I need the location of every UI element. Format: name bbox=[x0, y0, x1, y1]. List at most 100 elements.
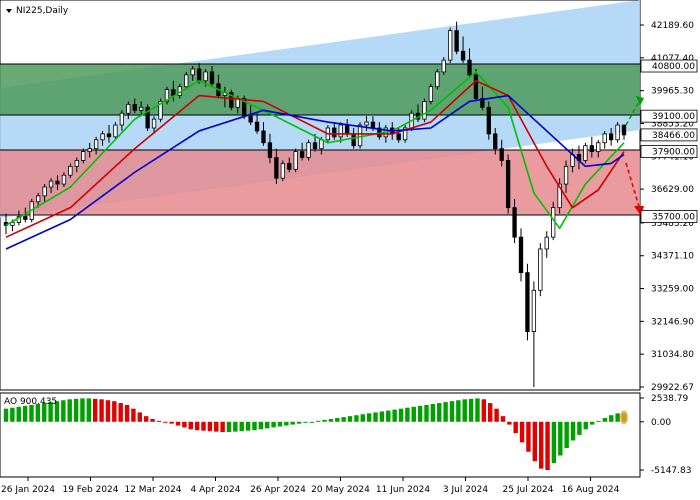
candle-body bbox=[364, 121, 369, 126]
ao-bar bbox=[194, 421, 200, 431]
candle-body bbox=[583, 145, 588, 161]
candle-body bbox=[106, 133, 112, 138]
ao-bar bbox=[589, 421, 595, 425]
current-price-tag-bg bbox=[640, 128, 698, 142]
ao-bar bbox=[163, 421, 168, 423]
candle-body bbox=[48, 180, 54, 188]
candle-body bbox=[293, 151, 298, 170]
title-dropdown-icon[interactable] bbox=[6, 9, 12, 13]
candle-body bbox=[332, 127, 337, 138]
candle-body bbox=[126, 103, 131, 114]
ao-last-marker bbox=[620, 410, 628, 425]
candle-body bbox=[621, 124, 627, 136]
ao-bar bbox=[22, 405, 28, 422]
ao-tick-label: 0.00 bbox=[651, 418, 671, 428]
ao-bar bbox=[328, 418, 334, 422]
ao-bar bbox=[615, 413, 620, 422]
ao-bar bbox=[42, 403, 47, 422]
level-tag-bg bbox=[640, 145, 698, 158]
ao-bar bbox=[341, 417, 346, 422]
candle-body bbox=[473, 74, 479, 99]
candle-body bbox=[145, 106, 150, 129]
moving-average-line bbox=[5, 79, 625, 238]
ao-bar bbox=[583, 421, 588, 430]
ao-bar bbox=[265, 421, 270, 429]
candle-body bbox=[81, 151, 86, 161]
candle-body bbox=[158, 101, 163, 120]
ao-bar bbox=[10, 407, 15, 422]
ao-bar bbox=[526, 421, 531, 452]
ao-bar bbox=[538, 421, 544, 469]
candle-body bbox=[93, 139, 99, 150]
ao-bar bbox=[570, 421, 576, 441]
candle-body bbox=[531, 289, 537, 333]
candle-body bbox=[274, 157, 279, 179]
ao-bar bbox=[602, 418, 608, 422]
ao-bar bbox=[201, 421, 206, 431]
price-tick-label: 31034.80 bbox=[651, 350, 694, 360]
ao-bar bbox=[309, 421, 315, 423]
ao-bar bbox=[188, 421, 193, 430]
candle-body bbox=[312, 142, 318, 150]
candle-body bbox=[596, 142, 601, 152]
ao-label: AO 900.435 bbox=[4, 397, 57, 407]
level-tag: 39100.00 bbox=[652, 112, 695, 122]
price-tick-label: 29922.67 bbox=[651, 383, 694, 393]
ao-bar bbox=[443, 402, 448, 422]
level-lines bbox=[0, 63, 640, 216]
candle-body bbox=[68, 165, 73, 176]
ao-bar bbox=[500, 416, 506, 422]
candle-body bbox=[280, 162, 285, 179]
ao-bar bbox=[207, 421, 213, 432]
candle-body bbox=[345, 124, 350, 135]
ao-bar bbox=[335, 418, 340, 422]
ao-bar bbox=[175, 421, 181, 426]
ao-bar bbox=[92, 398, 98, 422]
moving-average-lines bbox=[5, 71, 625, 250]
candle-body bbox=[563, 165, 569, 185]
ao-bar bbox=[67, 399, 72, 422]
candle-body bbox=[370, 121, 376, 129]
price-tick-label: 39965.30 bbox=[651, 87, 694, 97]
candle-body bbox=[267, 142, 273, 158]
ao-bar bbox=[475, 398, 480, 422]
candle-body bbox=[139, 106, 144, 111]
ao-bar bbox=[284, 421, 289, 426]
candle-body bbox=[467, 59, 472, 76]
ao-bar bbox=[558, 421, 563, 456]
candle-body bbox=[493, 133, 498, 150]
ao-bar bbox=[296, 421, 302, 424]
ao-bar bbox=[233, 421, 238, 432]
price-axis: 42189.6041077.4039965.3038853.2037741.10… bbox=[640, 21, 694, 393]
moving-average-line bbox=[5, 71, 625, 230]
candle-body bbox=[151, 118, 157, 129]
ao-bar bbox=[61, 400, 66, 422]
ao-bar bbox=[290, 421, 295, 425]
candle-body bbox=[422, 101, 427, 120]
candle-body bbox=[113, 124, 118, 138]
date-tick-label: 20 May 2024 bbox=[311, 485, 370, 495]
current-price-tag: 38466.00 bbox=[652, 131, 695, 141]
ao-bar bbox=[143, 416, 149, 422]
candle-body bbox=[132, 103, 137, 111]
candle-body bbox=[525, 272, 530, 333]
ao-bar bbox=[124, 404, 130, 422]
candle-body bbox=[209, 71, 215, 85]
chart-title: NI225,Daily bbox=[16, 6, 69, 16]
candle-body bbox=[319, 139, 324, 150]
candle-body bbox=[589, 145, 594, 152]
ao-bar bbox=[437, 403, 442, 422]
candle-body bbox=[23, 216, 28, 220]
date-tick-label: 4 Apr 2024 bbox=[191, 485, 241, 495]
ao-bar bbox=[48, 402, 53, 422]
price-tick-label: 34371.10 bbox=[651, 252, 694, 262]
ao-bar bbox=[277, 421, 283, 427]
candle-body bbox=[602, 133, 607, 144]
ao-bar bbox=[169, 421, 174, 424]
date-axis: 26 Jan 2024 19 Feb 2024 12 Mar 2024 4 Apr 2… bbox=[1, 477, 620, 495]
ao-bar bbox=[86, 398, 92, 422]
green-zone bbox=[0, 64, 640, 115]
ao-bar bbox=[322, 419, 327, 422]
candle-body bbox=[357, 124, 363, 147]
ao-bar bbox=[347, 416, 353, 422]
